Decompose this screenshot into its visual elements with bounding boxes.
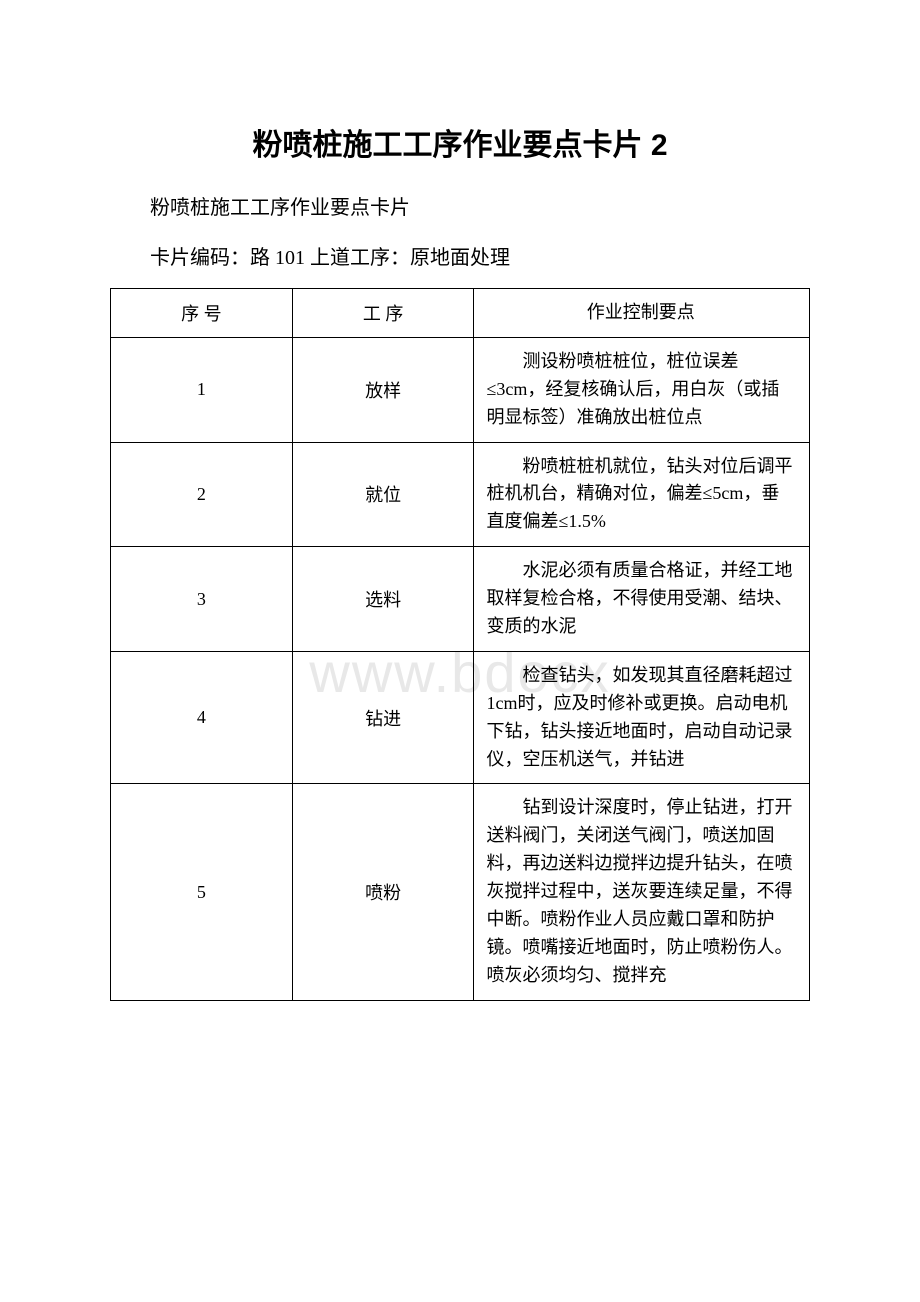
cell-detail: 水泥必须有质量合格证，并经工地取样复检合格，不得使用受潮、结块、变质的水泥 [474, 547, 810, 652]
table-header-row: 序 号 工 序 作业控制要点 [111, 289, 810, 338]
cell-detail: 钻到设计深度时，停止钻进，打开送料阀门，关闭送气阀门，喷送加固料，再边送料边搅拌… [474, 784, 810, 1000]
table-row: 5 喷粉 钻到设计深度时，停止钻进，打开送料阀门，关闭送气阀门，喷送加固料，再边… [111, 784, 810, 1000]
process-table: 序 号 工 序 作业控制要点 1 放样 测设粉喷桩桩位，桩位误差≤3cm，经复核… [110, 288, 810, 1001]
main-title: 粉喷桩施工工序作业要点卡片 2 [110, 120, 810, 164]
table-row: 3 选料 水泥必须有质量合格证，并经工地取样复检合格，不得使用受潮、结块、变质的… [111, 547, 810, 652]
cell-seq: 2 [111, 442, 293, 547]
cell-process: 喷粉 [292, 784, 474, 1000]
card-info: 卡片编码：路 101 上道工序：原地面处理 [110, 242, 810, 274]
cell-seq: 3 [111, 547, 293, 652]
cell-detail: 检查钻头，如发现其直径磨耗超过 1cm时，应及时修补或更换。启动电机下钻，钻头接… [474, 651, 810, 784]
cell-process: 放样 [292, 337, 474, 442]
document-content: 粉喷桩施工工序作业要点卡片 2 粉喷桩施工工序作业要点卡片 卡片编码：路 101… [110, 120, 810, 1001]
cell-process: 选料 [292, 547, 474, 652]
cell-detail: 测设粉喷桩桩位，桩位误差≤3cm，经复核确认后，用白灰（或插明显标签）准确放出桩… [474, 337, 810, 442]
table-row: 4 钻进 检查钻头，如发现其直径磨耗超过 1cm时，应及时修补或更换。启动电机下… [111, 651, 810, 784]
cell-seq: 5 [111, 784, 293, 1000]
cell-process: 钻进 [292, 651, 474, 784]
table-row: 1 放样 测设粉喷桩桩位，桩位误差≤3cm，经复核确认后，用白灰（或插明显标签）… [111, 337, 810, 442]
cell-detail: 粉喷桩桩机就位，钻头对位后调平桩机机台，精确对位，偏差≤5cm，垂直度偏差≤1.… [474, 442, 810, 547]
subtitle: 粉喷桩施工工序作业要点卡片 [110, 192, 810, 224]
header-detail: 作业控制要点 [474, 289, 810, 338]
cell-seq: 1 [111, 337, 293, 442]
header-process: 工 序 [292, 289, 474, 338]
header-seq: 序 号 [111, 289, 293, 338]
cell-process: 就位 [292, 442, 474, 547]
table-row: 2 就位 粉喷桩桩机就位，钻头对位后调平桩机机台，精确对位，偏差≤5cm，垂直度… [111, 442, 810, 547]
cell-seq: 4 [111, 651, 293, 784]
